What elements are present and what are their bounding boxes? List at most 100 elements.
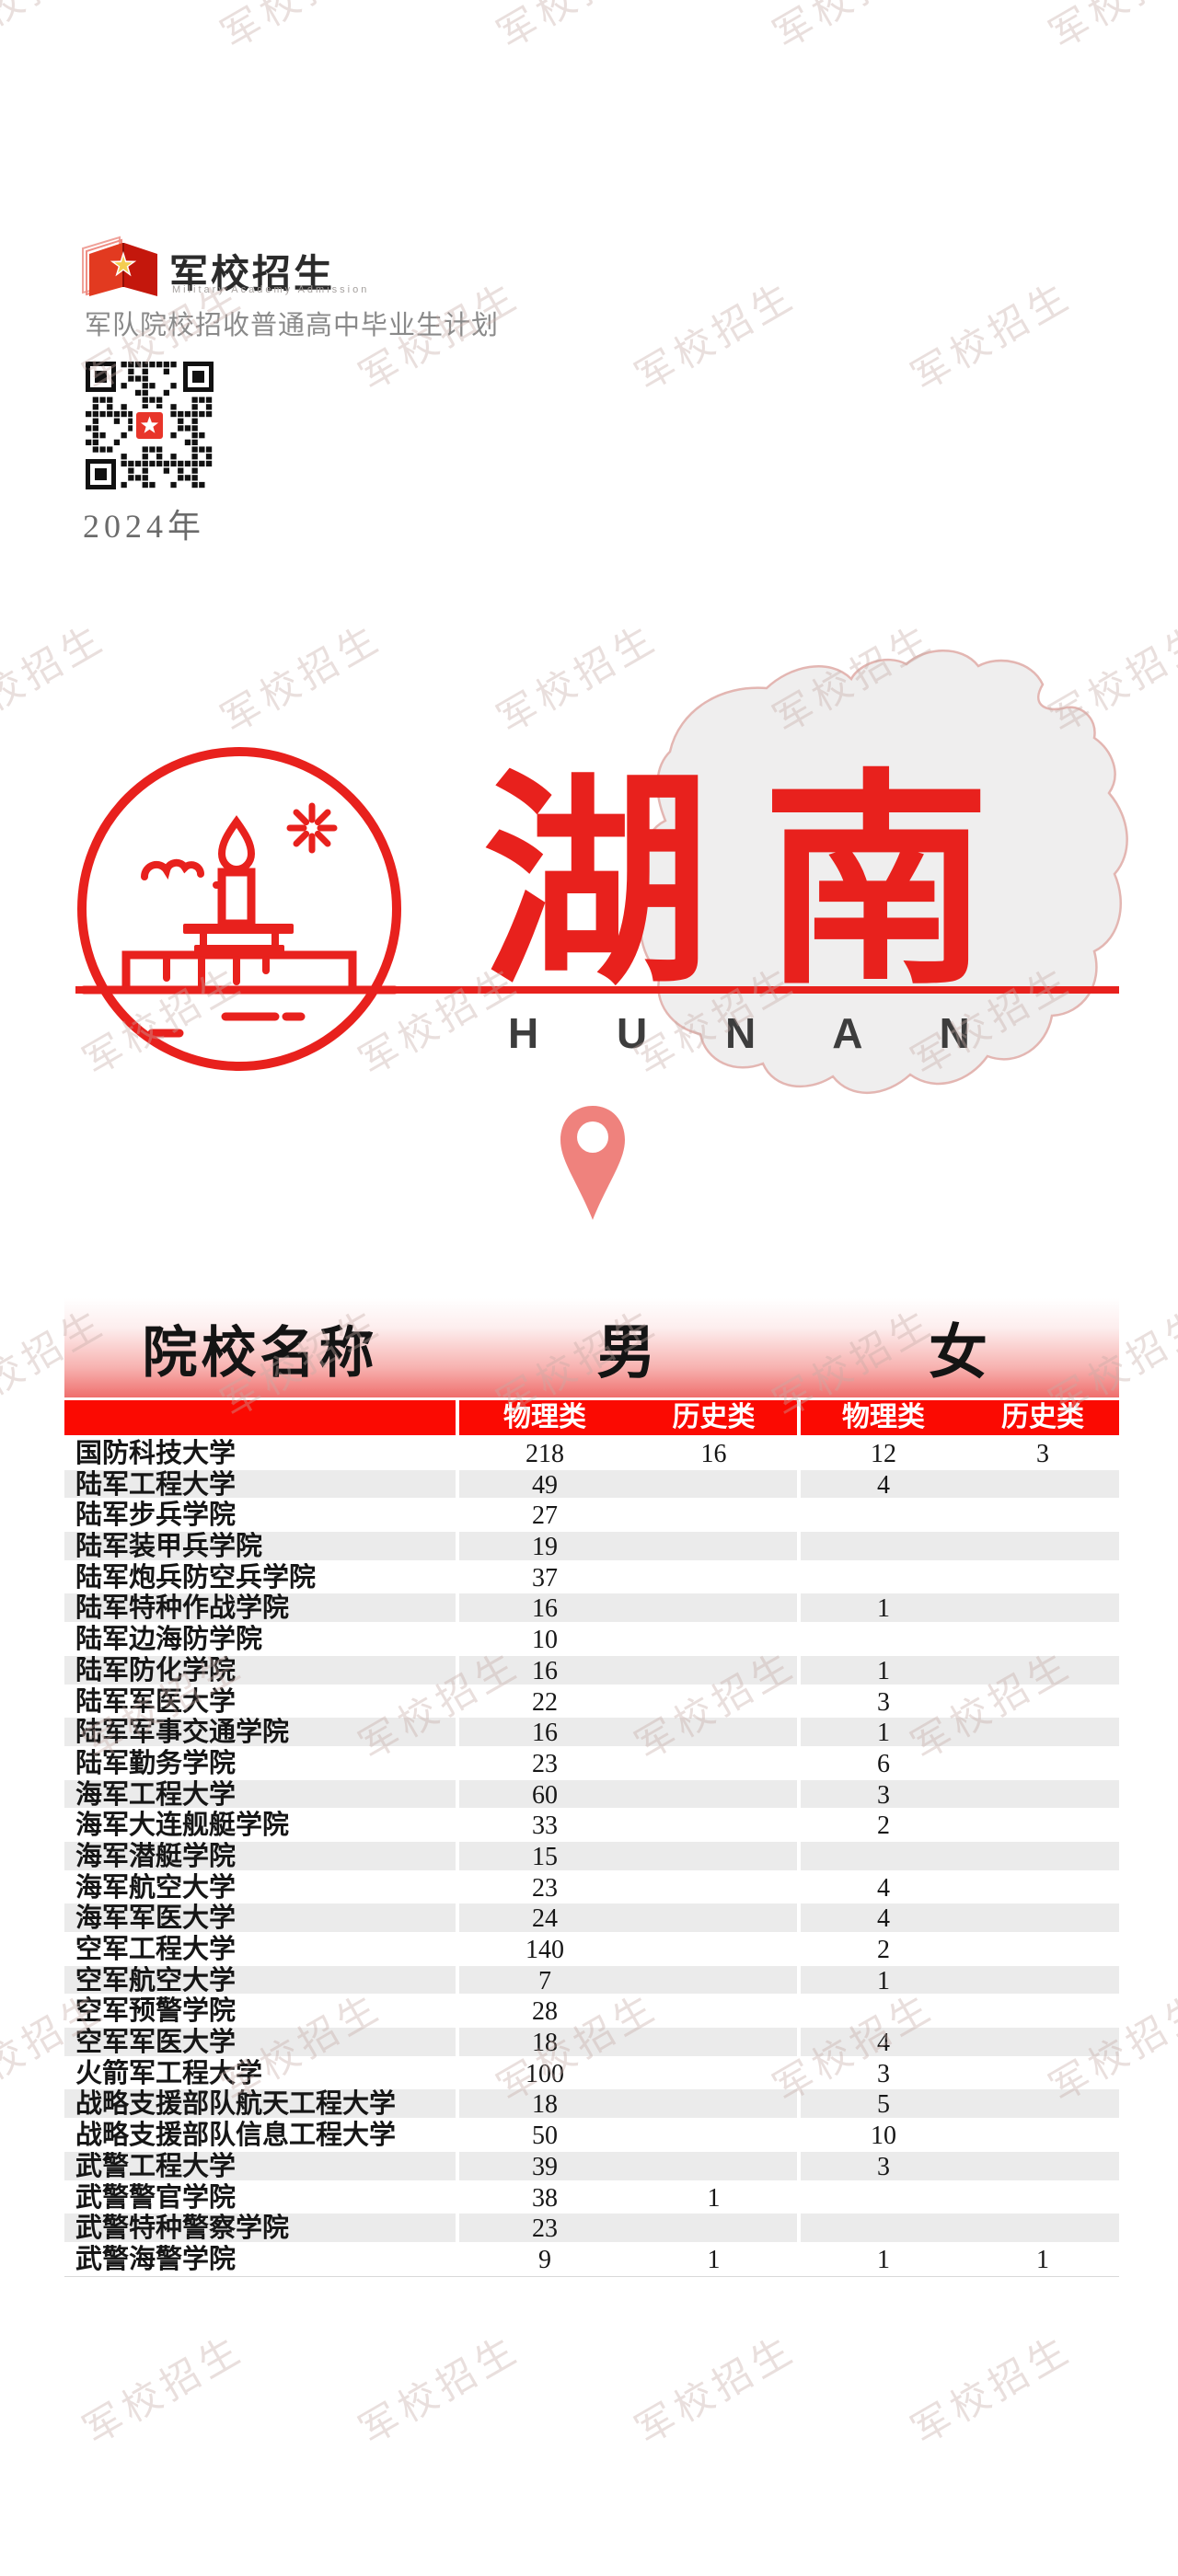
count-cell: 3 xyxy=(797,2058,966,2090)
academy-name-cell: 陆军军医大学 xyxy=(75,1686,237,1717)
count-cell: 2 xyxy=(797,1811,966,1842)
count-cell xyxy=(797,2182,966,2214)
academy-name-cell: 海军航空大学 xyxy=(75,1872,237,1903)
subheader-male-history: 历史类 xyxy=(672,1402,756,1432)
count-cell xyxy=(630,1470,797,1501)
count-cell: 3 xyxy=(1036,1440,1049,1468)
count-cell: 49 xyxy=(456,1469,630,1501)
count-cell: 15 xyxy=(456,1841,630,1873)
academy-name-cell: 武警海警学院 xyxy=(75,2244,237,2274)
table-row: 国防科技大学 218 16 12 3 xyxy=(64,1439,1119,1470)
table-row: 陆军防化学院 16 1 xyxy=(64,1655,1119,1687)
table-row: 陆军装甲兵学院 19 xyxy=(64,1532,1119,1563)
academy-name-cell: 海军潜艇学院 xyxy=(75,1841,237,1871)
count-cell: 16 xyxy=(456,1593,630,1626)
academy-name-cell: 海军工程大学 xyxy=(75,1779,237,1810)
count-cell xyxy=(630,1842,797,1873)
count-cell: 1 xyxy=(797,1718,966,1749)
qr-center-logo xyxy=(133,408,167,443)
academy-name-cell: 战略支援部队信息工程大学 xyxy=(75,2121,397,2151)
watermark-text: 军校招生 xyxy=(486,0,667,60)
col-header-academy-name: 院校名称 xyxy=(142,1321,378,1384)
count-cell xyxy=(966,1470,1119,1501)
watermark-text: 军校招生 xyxy=(905,274,1080,400)
watermark-text: 军校招生 xyxy=(352,2328,527,2454)
count-cell xyxy=(966,1996,1119,2028)
academy-name-cell: 空军工程大学 xyxy=(75,1935,237,1964)
count-cell xyxy=(630,1718,797,1749)
academy-name-cell: 陆军边海防学院 xyxy=(75,1625,263,1655)
academy-name-cell: 空军航空大学 xyxy=(75,1965,237,1995)
table-row: 陆军军事交通学院 16 1 xyxy=(64,1718,1119,1749)
academy-name-cell: 陆军防化学院 xyxy=(75,1655,237,1685)
academy-name-cell: 陆军炮兵防空兵学院 xyxy=(75,1562,317,1593)
count-cell: 16 xyxy=(456,1655,630,1687)
academy-name-cell: 海军大连舰艇学院 xyxy=(75,1811,290,1841)
count-cell: 1 xyxy=(797,1593,966,1626)
cloud-icon xyxy=(140,858,204,880)
count-cell xyxy=(966,1563,1119,1594)
count-cell xyxy=(630,1563,797,1594)
count-cell xyxy=(797,1532,966,1563)
year-label: 2024年 xyxy=(83,508,206,545)
count-cell: 1 xyxy=(797,2244,966,2276)
count-cell xyxy=(966,1780,1119,1811)
brand-subtitle-en: Military Academy Admission xyxy=(172,284,370,295)
monument-circle-icon xyxy=(77,747,401,1071)
count-cell xyxy=(966,2183,1119,2214)
count-cell xyxy=(797,1625,966,1656)
count-cell: 1 xyxy=(797,1655,966,1687)
table-row: 空军航空大学 7 1 xyxy=(64,1965,1119,1997)
table-row: 海军潜艇学院 15 xyxy=(64,1841,1119,1873)
count-cell xyxy=(630,1749,797,1780)
watermark-text: 军校招生 xyxy=(905,2328,1080,2454)
table-row: 空军军医大学 18 4 xyxy=(64,2028,1119,2059)
brand-tagline: 军队院校招收普通高中毕业生计划 xyxy=(85,311,500,340)
count-cell: 140 xyxy=(456,1935,630,1966)
count-cell: 23 xyxy=(456,2214,630,2245)
count-cell: 3 xyxy=(797,1686,966,1719)
count-cell xyxy=(630,2121,797,2152)
count-cell xyxy=(966,2059,1119,2090)
table-row: 海军大连舰艇学院 33 2 xyxy=(64,1811,1119,1842)
count-cell: 10 xyxy=(456,1625,630,1656)
count-cell xyxy=(966,2214,1119,2245)
watermark-text: 军校招生 xyxy=(0,0,114,60)
count-cell xyxy=(630,2152,797,2183)
count-cell xyxy=(966,1966,1119,1997)
table-row: 陆军炮兵防空兵学院 37 xyxy=(64,1562,1119,1594)
count-cell: 7 xyxy=(456,1965,630,1997)
count-cell xyxy=(966,2152,1119,2183)
table-row: 陆军边海防学院 10 xyxy=(64,1625,1119,1656)
watermark-text: 军校招生 xyxy=(629,2328,803,2454)
table-row: 海军航空大学 23 4 xyxy=(64,1872,1119,1904)
subheader-male-physics: 物理类 xyxy=(456,1400,630,1435)
count-cell: 22 xyxy=(456,1686,630,1719)
table-row: 空军工程大学 140 2 xyxy=(64,1935,1119,1966)
watermark-text: 军校招生 xyxy=(0,616,113,742)
count-cell: 4 xyxy=(797,2028,966,2059)
count-cell: 3 xyxy=(797,1779,966,1811)
table-row: 陆军特种作战学院 16 1 xyxy=(64,1593,1119,1626)
watermark-text: 军校招生 xyxy=(210,0,391,60)
academy-name-cell: 陆军军事交通学院 xyxy=(75,1718,290,1748)
count-cell: 16 xyxy=(456,1718,630,1749)
count-cell: 1 xyxy=(707,2183,721,2213)
col-header-male: 男 xyxy=(596,1319,656,1386)
count-cell xyxy=(630,1780,797,1811)
count-cell: 18 xyxy=(456,2028,630,2059)
count-cell xyxy=(630,1625,797,1656)
table-row: 战略支援部队信息工程大学 50 10 xyxy=(64,2121,1119,2152)
count-cell xyxy=(966,1903,1119,1935)
academy-name-cell: 武警特种警察学院 xyxy=(75,2214,290,2244)
table-row: 陆军工程大学 49 4 xyxy=(64,1469,1119,1501)
count-cell: 60 xyxy=(456,1779,630,1811)
count-cell: 19 xyxy=(456,1532,630,1563)
count-cell: 37 xyxy=(456,1562,630,1594)
count-cell xyxy=(966,1749,1119,1780)
count-cell xyxy=(966,1532,1119,1563)
table-row: 空军预警学院 28 xyxy=(64,1996,1119,2029)
province-title-latin: H U N A N xyxy=(508,1009,1003,1057)
count-cell: 10 xyxy=(797,2121,966,2152)
